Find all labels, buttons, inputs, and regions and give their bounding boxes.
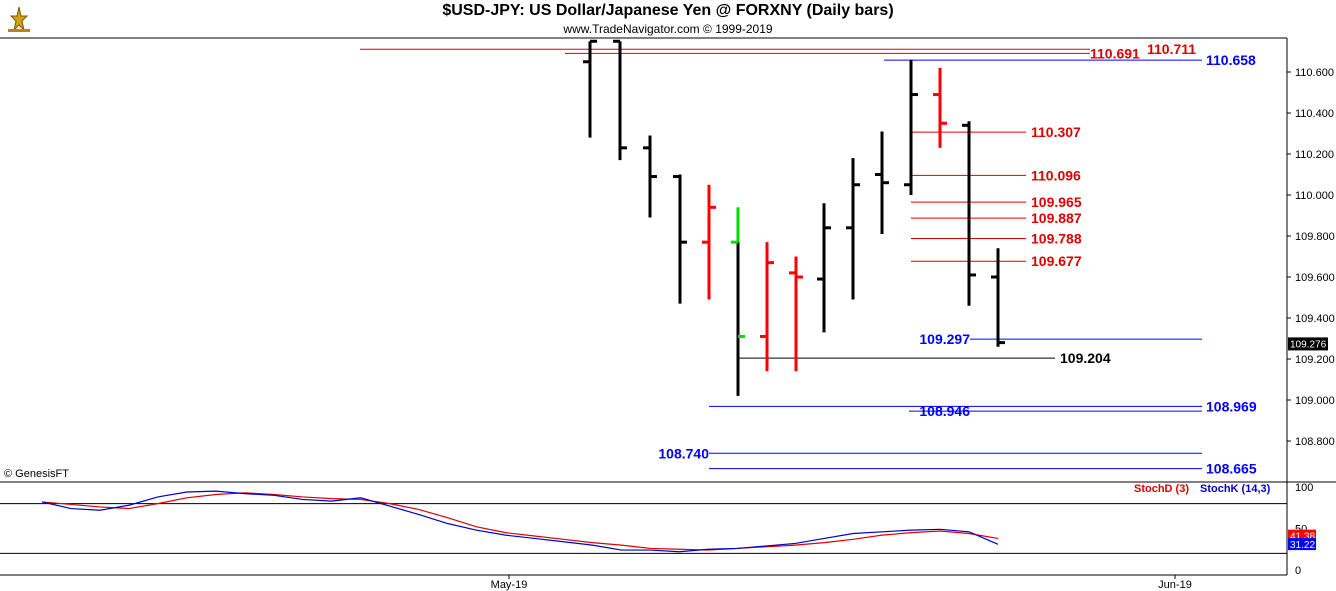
price-level: 110.658 [884,52,1256,68]
level-label: 108.740 [658,445,709,461]
date-axis: May-19 Jun-19 [491,575,1192,591]
genesis-logo-icon [4,4,34,34]
ohlc-bar [731,207,745,396]
price-level: 110.307 [911,124,1081,140]
price-tick-label: 110.400 [1295,108,1334,120]
price-level: 110.691 [565,45,1140,61]
price-tick-label: 109.800 [1295,231,1335,243]
level-label: 109.788 [1031,230,1082,246]
ohlc-bar [904,59,918,195]
ohlc-bar [643,135,657,218]
last-price-box [1288,337,1328,351]
level-label: 108.969 [1206,398,1257,414]
level-label: 108.946 [919,403,970,419]
price-level: 110.096 [911,167,1081,183]
level-label: 109.204 [1060,350,1111,366]
stochd-label: StochD (3) [1134,483,1189,495]
price-level: 110.711 [360,41,1196,57]
level-label: 110.096 [1031,167,1081,183]
price-level: 109.788 [911,230,1082,246]
stochd-value: 41.38 [1290,532,1315,543]
stochd-line [41,492,999,551]
stochk-value: 31.22 [1290,540,1315,551]
ohlc-bar [760,242,774,372]
chart-subtitle: www.TradeNavigator.com © 1999-2019 [563,22,773,36]
ohlc-bar [789,256,803,372]
price-tick-label: 110.200 [1295,149,1334,161]
level-label: 110.711 [1147,41,1196,57]
ohlc-bar [817,203,831,333]
ohlc-bar [933,67,947,148]
level-label: 110.658 [1206,52,1256,68]
price-tick-label: 109.200 [1295,354,1335,366]
stoch-scale-label: 0 [1295,565,1301,577]
price-tick-label: 108.800 [1295,436,1335,448]
ohlc-bar [875,131,889,234]
stochk-line [41,490,999,553]
stochk-value-box [1288,538,1316,551]
price-level: 109.887 [911,210,1082,226]
ohlc-bar [991,248,1005,347]
date-label: Jun-19 [1158,579,1192,591]
stochk-label: StochK (14,3) [1200,483,1271,495]
price-level: 109.297 [919,331,1202,347]
price-axis: 110.600 110.400 110.200 110.000 109.800 109.6… [1287,67,1335,448]
level-label: 109.677 [1031,253,1082,269]
ohlc-bar [583,39,597,138]
price-levels: 110.711 110.691 110.658 110.307 110.096 109.9… [360,41,1257,477]
ohlc-bar [673,174,687,304]
price-tick-label: 109.000 [1295,395,1335,407]
last-price-label: 109.276 [1290,339,1327,350]
ohlc-bar [613,39,627,161]
level-label: 109.887 [1031,210,1082,226]
level-label: 109.297 [919,331,970,347]
price-level: 108.969 [709,398,1257,414]
level-label: 109.965 [1031,194,1082,210]
price-level: 109.965 [911,194,1082,210]
level-label: 110.307 [1031,124,1081,140]
ohlc-bar [846,158,860,300]
ohlc-bar [962,121,976,306]
price-tick-label: 109.400 [1295,313,1335,325]
price-level: 109.204 [738,350,1111,366]
price-tick-label: 109.600 [1295,272,1335,284]
level-label: 110.691 [1090,45,1140,61]
stoch-scale-label: 100 [1295,482,1313,494]
price-level: 109.677 [911,253,1082,269]
level-label: 108.665 [1206,461,1257,477]
price-level: 108.740 [658,445,1202,461]
ohlc-bar [702,184,716,300]
price-level: 108.665 [709,461,1257,477]
date-label: May-19 [491,579,528,591]
price-level: 108.946 [909,403,1202,419]
chart-frame [0,37,1336,576]
price-tick-label: 110.000 [1295,190,1334,202]
ohlc-bars [583,39,1005,396]
chart-title: $USD-JPY: US Dollar/Japanese Yen @ FORXN… [442,2,894,19]
price-tick-label: 110.600 [1295,67,1334,79]
copyright-label: © GenesisFT [4,468,69,480]
